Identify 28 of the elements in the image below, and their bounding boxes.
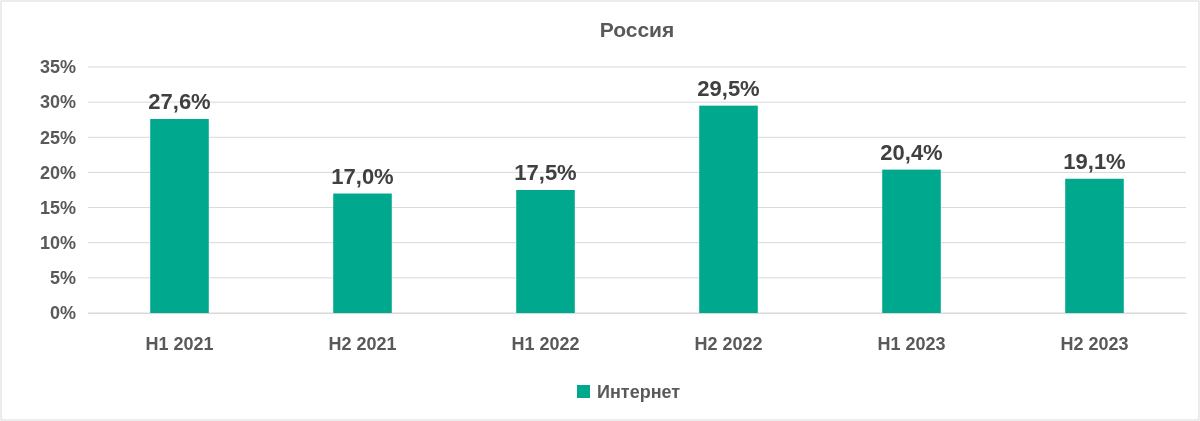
data-label: 27,6% [148,89,211,115]
data-label: 17,5% [514,160,577,185]
y-tick-label: 25% [39,127,76,148]
bar [699,105,758,313]
chart-title: Россия [599,18,675,41]
y-tick-label: 0% [49,303,76,324]
legend-label: Интернет [597,382,681,402]
x-tick-label: H1 2021 [145,333,214,354]
bar [882,169,941,313]
x-tick-label: H1 2023 [877,333,946,354]
data-label: 17,0% [331,163,394,189]
data-label: 29,5% [697,75,760,101]
bar [1065,178,1124,313]
y-tick-label: 5% [49,268,76,289]
x-tick-label: H2 2022 [694,333,763,354]
bar [150,119,209,313]
x-tick-label: H1 2022 [511,333,580,354]
x-tick-label: H2 2023 [1060,333,1129,354]
y-tick-label: 30% [39,92,76,113]
x-tick-label: H2 2021 [328,333,397,354]
bar [516,190,575,313]
bar [333,193,392,313]
y-tick-label: 35% [39,57,76,78]
y-tick-label: 20% [39,162,76,183]
y-tick-label: 15% [39,197,76,218]
data-label: 20,4% [880,139,943,165]
y-tick-label: 10% [39,232,76,253]
data-label: 19,1% [1063,148,1126,174]
